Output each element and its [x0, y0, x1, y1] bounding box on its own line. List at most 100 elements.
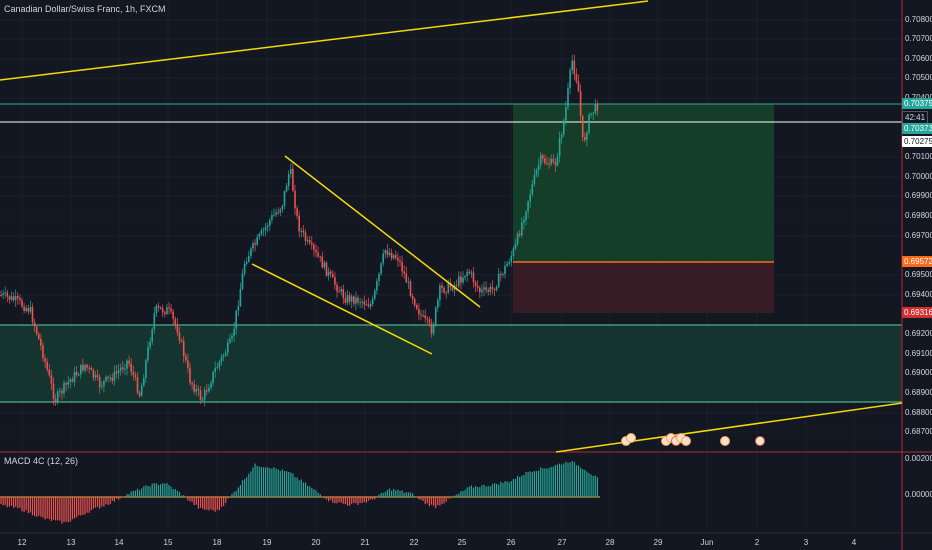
candle-body [550, 159, 552, 165]
candle-body [271, 215, 273, 220]
candle-body [376, 280, 378, 291]
chart-title[interactable]: Canadian Dollar/Swiss Franc, 1h, FXCM [4, 4, 166, 14]
candle-body [466, 271, 468, 276]
candle-body [367, 304, 370, 307]
candle-body [208, 387, 210, 392]
candle-body [275, 212, 277, 215]
trendline-upper-long[interactable] [0, 0, 649, 81]
candle-body [147, 346, 149, 361]
candle-body [199, 390, 202, 400]
candle-body [21, 300, 23, 307]
time-axis-label: 18 [212, 538, 222, 547]
candle-body [380, 263, 382, 274]
candle-body [418, 308, 420, 315]
candle-body [80, 365, 82, 375]
candle-body [390, 252, 393, 259]
time-axis-label: 2 [754, 538, 760, 547]
time-axis-label: 26 [506, 538, 516, 547]
candle-body [577, 81, 580, 92]
candle-body [92, 369, 95, 378]
candle-body [124, 368, 126, 370]
candle-body [521, 222, 523, 236]
profit-zone[interactable] [513, 104, 774, 262]
candle-body [237, 306, 240, 311]
candle-body [88, 367, 90, 369]
candle-body [75, 372, 78, 376]
candle-body [325, 262, 328, 276]
candle-body [151, 329, 153, 342]
candle-body [52, 383, 55, 399]
candle-body [512, 248, 515, 256]
candle-body [451, 287, 454, 291]
candle-body [479, 287, 481, 293]
price-axis-label: 0.70600 [905, 54, 932, 63]
candle-body [107, 376, 109, 378]
candle-body [340, 289, 342, 292]
candle-body [0, 295, 2, 296]
time-axis-label: 15 [163, 538, 173, 547]
candle-body [287, 173, 290, 186]
candle-body [359, 302, 361, 304]
macd-axis-label: 0.00000 [905, 490, 932, 499]
candle-body [497, 273, 500, 287]
candle-body [222, 355, 225, 357]
candle-body [159, 307, 162, 309]
candle-body [518, 233, 521, 236]
candle-body [529, 194, 531, 202]
candle-body [495, 286, 498, 291]
candle-body [313, 244, 315, 250]
candle-body [262, 229, 265, 231]
loss-zone[interactable] [513, 262, 774, 313]
candle-body [115, 371, 118, 374]
candle-body [544, 158, 546, 164]
candle-body [220, 356, 223, 362]
candle-body [201, 399, 204, 401]
candle-body [546, 163, 548, 165]
candle-body [113, 371, 116, 381]
candle-body [82, 365, 84, 371]
candle-body [332, 274, 334, 278]
time-axis-label: 22 [409, 538, 419, 547]
candle-body [378, 273, 380, 281]
demand-zone[interactable] [0, 325, 902, 402]
candle-body [48, 369, 51, 376]
candle-body [338, 291, 340, 293]
candle-body [245, 261, 248, 264]
candle-body [10, 296, 13, 300]
price-axis-label: 0.68900 [905, 388, 932, 397]
event-marker-icon[interactable] [720, 436, 730, 446]
time-axis-label: 20 [311, 538, 321, 547]
candle-body [25, 307, 27, 311]
trendline-lower-long[interactable] [555, 402, 903, 453]
candle-body [327, 271, 330, 276]
candle-body [216, 367, 219, 369]
candle-body [558, 138, 561, 157]
candle-body [231, 335, 233, 339]
candle-body [594, 103, 597, 113]
candle-body [122, 367, 124, 369]
candle-body [94, 375, 97, 378]
candle-body [193, 384, 195, 392]
event-marker-icon[interactable] [681, 436, 691, 446]
price-axis-label: 0.70500 [905, 73, 932, 82]
candle-body [487, 290, 489, 292]
wedge-lower-line[interactable] [251, 263, 433, 355]
event-marker-icon[interactable] [626, 433, 636, 443]
event-marker-icon[interactable] [755, 436, 765, 446]
candle-body [44, 358, 46, 362]
candle-body [86, 364, 88, 368]
candle-body [128, 360, 130, 364]
candle-body [178, 332, 181, 341]
candle-body [266, 225, 269, 227]
candle-body [281, 205, 284, 210]
candle-body [424, 315, 426, 319]
candle-body [233, 328, 235, 336]
time-axis-label: 21 [360, 538, 370, 547]
candle-body [73, 372, 76, 382]
candle-body [334, 277, 336, 285]
wedge-upper-line[interactable] [284, 155, 481, 308]
candle-body [189, 367, 191, 383]
candle-body [384, 250, 387, 254]
macd-indicator-label[interactable]: MACD 4C (12, 26) [4, 456, 79, 466]
